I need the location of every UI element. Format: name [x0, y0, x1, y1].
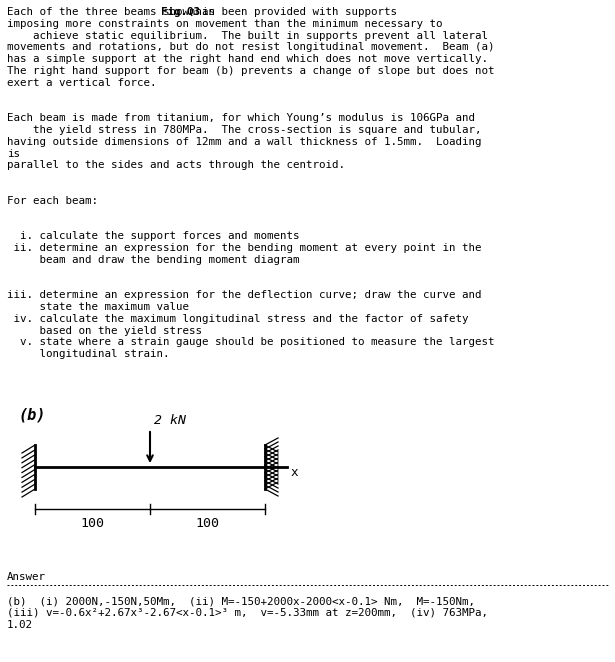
- Text: exert a vertical force.: exert a vertical force.: [7, 78, 156, 88]
- Text: For each beam:: For each beam:: [7, 196, 98, 206]
- Text: the yield stress in 780MPa.  The cross-section is square and tubular,: the yield stress in 780MPa. The cross-se…: [7, 125, 482, 135]
- Text: ii. determine an expression for the bending moment at every point in the: ii. determine an expression for the bend…: [7, 243, 482, 253]
- Text: 100: 100: [196, 517, 220, 530]
- Text: Each of the three beams shown in: Each of the three beams shown in: [7, 7, 221, 17]
- Text: 2 kN: 2 kN: [154, 414, 186, 428]
- Text: achieve static equilibrium.  The built in supports prevent all lateral: achieve static equilibrium. The built in…: [7, 30, 488, 40]
- Text: The right hand support for beam (b) prevents a change of slope but does not: The right hand support for beam (b) prev…: [7, 66, 494, 76]
- Text: (iii) v=-0.6x²+2.67x³-2.67<x-0.1>³ m,  v=-5.33mm at z=200mm,  (iv) 763MPa,: (iii) v=-0.6x²+2.67x³-2.67<x-0.1>³ m, v=…: [7, 608, 488, 618]
- Text: beam and draw the bending moment diagram: beam and draw the bending moment diagram: [7, 255, 300, 265]
- Text: v. state where a strain gauge should be positioned to measure the largest: v. state where a strain gauge should be …: [7, 338, 494, 348]
- Text: has a simple support at the right hand end which does not move vertically.: has a simple support at the right hand e…: [7, 54, 488, 64]
- Text: has been provided with supports: has been provided with supports: [189, 7, 397, 17]
- Text: imposing more constraints on movement than the minimum necessary to: imposing more constraints on movement th…: [7, 19, 443, 29]
- Text: based on the yield stress: based on the yield stress: [7, 326, 202, 336]
- Text: Answer: Answer: [7, 572, 46, 582]
- Text: longitudinal strain.: longitudinal strain.: [7, 349, 170, 359]
- Text: iv. calculate the maximum longitudinal stress and the factor of safety: iv. calculate the maximum longitudinal s…: [7, 314, 469, 324]
- Text: (b): (b): [18, 408, 46, 422]
- Text: parallel to the sides and acts through the centroid.: parallel to the sides and acts through t…: [7, 160, 345, 170]
- Text: 100: 100: [81, 517, 105, 530]
- Text: x: x: [291, 465, 298, 479]
- Text: 1.02: 1.02: [7, 620, 33, 630]
- Text: is: is: [7, 148, 20, 159]
- Text: i. calculate the support forces and moments: i. calculate the support forces and mome…: [7, 231, 300, 241]
- Text: Each beam is made from titanium, for which Young’s modulus is 106GPa and: Each beam is made from titanium, for whi…: [7, 113, 475, 123]
- Text: state the maximum value: state the maximum value: [7, 302, 189, 312]
- Text: iii. determine an expression for the deflection curve; draw the curve and: iii. determine an expression for the def…: [7, 290, 482, 300]
- Text: Fig.Q3: Fig.Q3: [161, 7, 200, 17]
- Text: having outside dimensions of 12mm and a wall thickness of 1.5mm.  Loading: having outside dimensions of 12mm and a …: [7, 137, 482, 147]
- Text: movements and rotations, but do not resist longitudinal movement.  Beam (a): movements and rotations, but do not resi…: [7, 42, 494, 52]
- Text: (b)  (i) 2000N,-150N,50Mm,  (ii) M=-150+2000x-2000<x-0.1> Nm,  M=-150Nm,: (b) (i) 2000N,-150N,50Mm, (ii) M=-150+20…: [7, 596, 475, 606]
